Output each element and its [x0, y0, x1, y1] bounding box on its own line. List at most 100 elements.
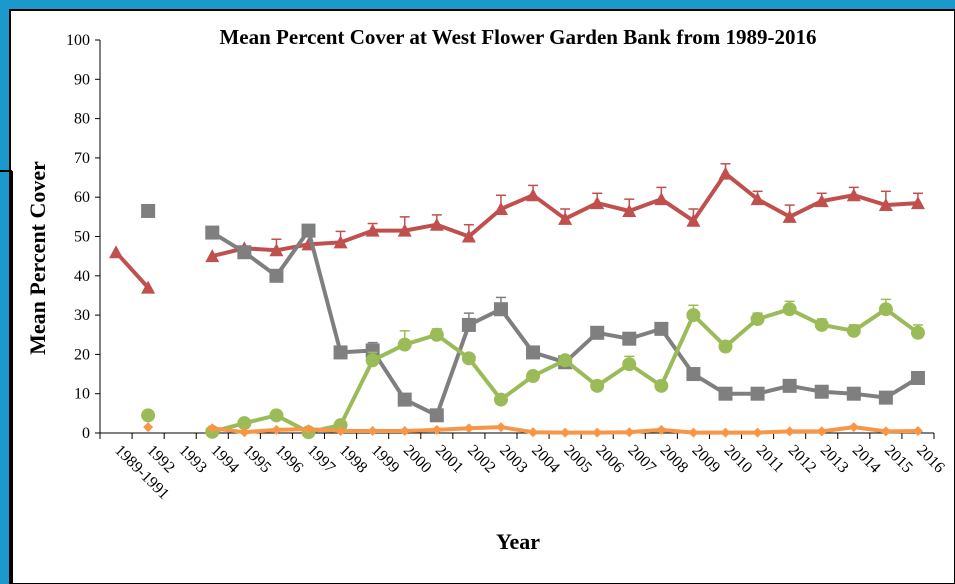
- data-point-diamond: [431, 424, 442, 435]
- data-point-circle: [910, 325, 925, 340]
- data-point-triangle: [429, 217, 444, 231]
- data-point-square: [718, 386, 733, 401]
- y-tick-label: 10: [74, 386, 90, 403]
- data-point-square: [429, 408, 444, 423]
- data-point-square: [878, 390, 893, 405]
- data-point-circle: [365, 353, 380, 368]
- data-point-square: [365, 343, 380, 358]
- series-layer: [109, 163, 925, 440]
- chart-area-background: [9, 9, 955, 584]
- data-point-triangle: [333, 235, 348, 249]
- data-point-diamond: [463, 423, 474, 434]
- y-tick-label: 60: [74, 189, 90, 206]
- data-point-square: [205, 225, 220, 240]
- data-point-diamond: [592, 427, 603, 438]
- y-tick-label: 80: [74, 111, 90, 128]
- y-tick-label: 70: [74, 150, 90, 167]
- data-point-square: [526, 345, 541, 360]
- data-point-square: [622, 331, 637, 346]
- data-point-diamond: [207, 423, 218, 434]
- data-point-square: [493, 302, 508, 317]
- data-point-triangle: [878, 198, 893, 212]
- data-point-circle: [269, 408, 284, 423]
- chart-title: Mean Percent Cover at West Flower Garden…: [219, 25, 816, 49]
- data-point-square: [269, 268, 284, 283]
- data-point-circle: [686, 308, 701, 323]
- data-point-diamond: [656, 424, 667, 435]
- x-axis-title: Year: [496, 529, 540, 554]
- data-point-square: [846, 386, 861, 401]
- data-point-triangle: [590, 196, 605, 210]
- data-point-triangle: [397, 223, 412, 237]
- data-point-diamond: [912, 426, 923, 437]
- data-point-diamond: [399, 426, 410, 437]
- data-point-triangle: [461, 229, 476, 243]
- data-point-diamond: [816, 426, 827, 437]
- data-point-triangle: [654, 192, 669, 206]
- data-point-triangle: [558, 211, 573, 225]
- data-point-diamond: [271, 424, 282, 435]
- data-point-triangle: [718, 166, 733, 180]
- data-point-diamond: [688, 427, 699, 438]
- y-axis-ticks: 0 10 20 30 40 50 60 70 80 90 100: [66, 32, 100, 442]
- data-point-triangle: [782, 209, 797, 223]
- data-point-diamond: [880, 426, 891, 437]
- data-point-circle: [846, 323, 861, 338]
- data-point-circle: [590, 378, 605, 393]
- data-point-square: [397, 392, 412, 407]
- y-tick-label: 50: [74, 229, 90, 246]
- y-tick-label: 100: [66, 32, 90, 49]
- data-point-triangle: [365, 223, 380, 237]
- data-point-diamond: [624, 427, 635, 438]
- data-point-circle: [718, 339, 733, 354]
- data-point-triangle: [750, 192, 765, 206]
- data-point-circle: [461, 351, 476, 366]
- data-point-triangle: [686, 213, 701, 227]
- y-tick-label: 20: [74, 346, 90, 363]
- data-point-diamond: [143, 422, 154, 433]
- data-point-diamond: [752, 427, 763, 438]
- data-point-triangle: [910, 196, 925, 210]
- data-point-diamond: [495, 422, 506, 433]
- data-point-square: [333, 345, 348, 360]
- data-point-circle: [141, 408, 156, 423]
- data-point-diamond: [720, 427, 731, 438]
- data-point-circle: [237, 416, 252, 431]
- y-tick-label: 30: [74, 307, 90, 324]
- data-point-diamond: [303, 424, 314, 435]
- data-point-triangle: [205, 249, 220, 263]
- data-point-diamond: [784, 426, 795, 437]
- data-point-circle: [782, 302, 797, 317]
- data-point-circle: [397, 337, 412, 352]
- data-point-circle: [429, 327, 444, 342]
- data-point-triangle: [109, 245, 124, 259]
- data-point-triangle: [622, 203, 637, 217]
- y-tick-label: 90: [74, 71, 90, 88]
- data-point-diamond: [367, 426, 378, 437]
- data-point-diamond: [335, 426, 346, 437]
- y-axis-title: Mean Percent Cover: [25, 161, 50, 355]
- data-point-circle: [526, 369, 541, 384]
- data-point-diamond: [239, 427, 250, 438]
- data-point-circle: [493, 392, 508, 407]
- data-point-circle: [814, 317, 829, 332]
- data-point-circle: [622, 357, 637, 372]
- data-point-circle: [878, 302, 893, 317]
- data-point-circle: [333, 418, 348, 433]
- y-tick-label: 40: [74, 268, 90, 285]
- data-point-triangle: [814, 194, 829, 208]
- data-point-triangle: [526, 188, 541, 202]
- y-tick-label: 0: [82, 425, 90, 442]
- data-point-diamond: [528, 427, 539, 438]
- data-point-diamond: [848, 422, 859, 433]
- data-point-square: [782, 378, 797, 393]
- data-point-square: [301, 223, 316, 238]
- data-point-triangle: [141, 280, 156, 294]
- series-diamond: [143, 422, 923, 438]
- data-point-square: [814, 384, 829, 399]
- data-point-square: [750, 386, 765, 401]
- data-point-triangle: [493, 201, 508, 215]
- data-point-circle: [750, 312, 765, 327]
